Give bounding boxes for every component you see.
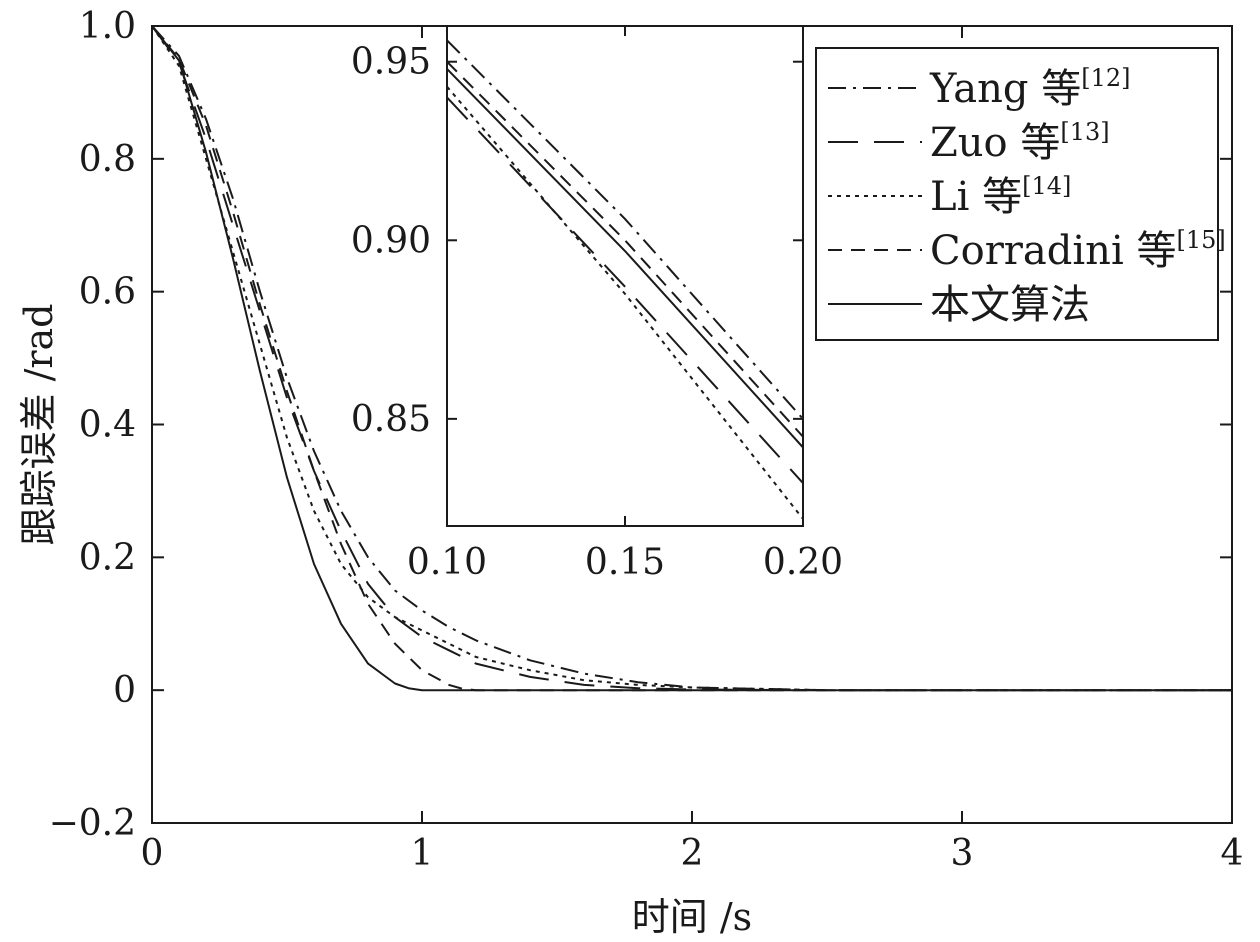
x-tick-label: 4 — [1221, 833, 1244, 874]
legend-ref: [15] — [1176, 226, 1225, 254]
inset-plot: 0.10 0.15 0.20 0.85 0.90 0.95 — [351, 25, 843, 583]
legend-name: Yang 等 — [929, 66, 1081, 112]
legend-name: Corradini 等 — [930, 228, 1176, 274]
inset-x-tick-label: 0.10 — [407, 542, 487, 583]
inset-x-tick-label: 0.15 — [585, 542, 665, 583]
x-axis-label: 时间 /s — [632, 895, 752, 939]
inset-frame — [446, 25, 804, 527]
legend-label-1: Yang 等[12] — [929, 64, 1131, 112]
legend-name: Li 等 — [930, 174, 1022, 220]
inset-x-tick-label: 0.20 — [763, 542, 843, 583]
inset-series-line-2 — [447, 96, 803, 484]
y-tick-label: 1.0 — [79, 6, 136, 47]
inset-series-line-5 — [447, 68, 803, 449]
legend-label-5: 本文算法 — [930, 282, 1090, 328]
x-tick-label: 2 — [681, 833, 704, 874]
inset-y-tick-label: 0.90 — [351, 220, 431, 261]
inset-series-line-3 — [447, 86, 803, 520]
legend-name: Zuo 等 — [930, 120, 1060, 166]
series-line-4 — [151, 25, 1232, 692]
x-tick-label: 3 — [951, 833, 974, 874]
inset-series-line-1 — [447, 39, 803, 420]
legend-ref: [13] — [1060, 118, 1109, 146]
y-tick-label: 0.8 — [79, 139, 136, 180]
y-tick-label: 0.6 — [79, 272, 136, 313]
y-tick-label: 0.4 — [79, 405, 136, 446]
legend: Yang 等[12]Zuo 等[13]Li 等[14]Corradini 等[1… — [815, 47, 1226, 341]
y-tick-label: −0.2 — [49, 803, 136, 844]
legend-ref: [12] — [1081, 64, 1130, 92]
y-axis-label: 跟踪误差 /rad — [17, 303, 61, 545]
y-tick-label: 0.2 — [79, 537, 136, 578]
legend-label-4: Corradini 等[15] — [930, 226, 1226, 274]
legend-label-2: Zuo 等[13] — [930, 118, 1110, 166]
y-tick-label: 0 — [113, 670, 136, 711]
legend-name: 本文算法 — [930, 282, 1090, 328]
legend-box — [815, 47, 1219, 341]
inset-y-tick-label: 0.95 — [351, 42, 431, 83]
series-line-1 — [151, 25, 1232, 692]
legend-ref: [14] — [1022, 172, 1071, 200]
x-tick-label: 0 — [141, 833, 164, 874]
series-line-5 — [151, 25, 1232, 692]
inset-y-tick-label: 0.85 — [351, 399, 431, 440]
x-tick-label: 1 — [411, 833, 434, 874]
legend-label-3: Li 等[14] — [930, 172, 1071, 220]
